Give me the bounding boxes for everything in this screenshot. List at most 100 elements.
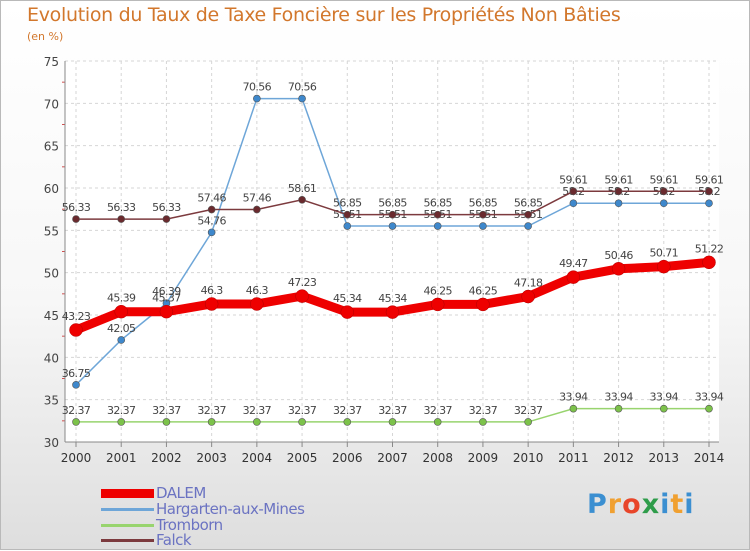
data-label: 57.46 bbox=[197, 192, 226, 205]
data-label: 47.23 bbox=[288, 276, 317, 289]
data-point bbox=[524, 222, 532, 230]
legend-label: DALEM bbox=[156, 484, 206, 502]
data-point bbox=[433, 418, 442, 426]
data-point bbox=[250, 297, 264, 311]
x-tick-label: 2008 bbox=[422, 451, 453, 465]
data-label: 56.85 bbox=[378, 197, 407, 210]
data-point bbox=[207, 205, 216, 214]
series-dalem: 43.23 45.39 45.37 46.3 46.3 47.23 45.34 45.34 46… bbox=[62, 242, 724, 337]
data-point bbox=[298, 418, 306, 426]
data-point bbox=[207, 228, 216, 237]
legend-label: Tromborn bbox=[156, 516, 223, 534]
data-label: 43.23 bbox=[62, 310, 91, 323]
data-label: 56.33 bbox=[62, 201, 91, 214]
data-point bbox=[253, 418, 261, 426]
x-tick-label: 2014 bbox=[694, 451, 725, 465]
data-label: 32.37 bbox=[469, 404, 498, 417]
data-point bbox=[476, 297, 490, 312]
legend-label: Hargarten-aux-Mines bbox=[156, 500, 305, 518]
data-point bbox=[433, 210, 442, 219]
data-label: 56.85 bbox=[469, 197, 498, 210]
data-label: 46.25 bbox=[423, 284, 452, 297]
x-tick-label: 2000 bbox=[61, 451, 92, 465]
data-label: 57.46 bbox=[243, 192, 272, 205]
data-label: 70.56 bbox=[243, 81, 272, 94]
chart-unit-label: (en %) bbox=[27, 30, 64, 43]
series-falck: 56.33 56.33 56.33 57.46 57.46 58.61 56.85 56.85… bbox=[62, 173, 724, 223]
logo-letter: i bbox=[660, 489, 671, 520]
data-point bbox=[388, 418, 397, 426]
data-label: 59.61 bbox=[650, 173, 679, 186]
data-point bbox=[298, 195, 306, 204]
data-label: 32.37 bbox=[62, 404, 91, 417]
data-label: 56.85 bbox=[514, 197, 543, 210]
data-point bbox=[479, 418, 487, 426]
data-point bbox=[159, 304, 174, 319]
data-label: 51.22 bbox=[695, 242, 724, 255]
data-point bbox=[614, 404, 623, 413]
data-point bbox=[162, 418, 171, 426]
data-label: 58.61 bbox=[288, 182, 317, 195]
data-point bbox=[614, 187, 623, 196]
data-label: 46.3 bbox=[201, 284, 224, 297]
data-point bbox=[385, 305, 400, 319]
y-tick-label: 40 bbox=[44, 351, 59, 365]
x-tick-label: 2004 bbox=[242, 451, 273, 465]
data-label: 32.37 bbox=[378, 404, 407, 417]
data-label: 56.33 bbox=[152, 201, 181, 214]
legend-swatch bbox=[101, 507, 154, 511]
y-tick-label: 55 bbox=[44, 224, 59, 238]
data-point bbox=[204, 297, 219, 311]
data-point bbox=[569, 199, 578, 208]
data-point bbox=[569, 187, 578, 196]
data-point bbox=[659, 199, 668, 208]
plot-area bbox=[65, 61, 719, 442]
x-tick-label: 2003 bbox=[196, 451, 227, 465]
data-point bbox=[521, 289, 535, 304]
y-tick-label: 70 bbox=[44, 97, 59, 111]
y-tick-label: 65 bbox=[44, 140, 59, 154]
data-label: 54.76 bbox=[197, 214, 226, 227]
data-point bbox=[69, 323, 83, 337]
data-label: 45.37 bbox=[152, 292, 181, 305]
x-tick-label: 2006 bbox=[332, 451, 363, 465]
data-point bbox=[343, 222, 352, 230]
legend-item-dalem: DALEM bbox=[101, 484, 206, 502]
data-point bbox=[117, 215, 126, 223]
data-label: 33.94 bbox=[650, 391, 679, 404]
data-label: 56.33 bbox=[107, 201, 136, 214]
y-tick-label: 50 bbox=[44, 267, 59, 281]
data-label: 59.61 bbox=[559, 173, 588, 186]
y-tick-label: 45 bbox=[44, 309, 59, 323]
x-tick-label: 2013 bbox=[649, 451, 680, 465]
data-point bbox=[614, 199, 623, 208]
data-point bbox=[72, 381, 80, 389]
logo-letter: i bbox=[684, 489, 695, 520]
data-label: 45.34 bbox=[378, 292, 407, 305]
data-label: 47.18 bbox=[514, 277, 543, 290]
data-point bbox=[657, 259, 671, 274]
data-label: 36.75 bbox=[62, 367, 91, 380]
y-tick-label: 30 bbox=[44, 436, 59, 450]
data-point bbox=[340, 305, 355, 319]
data-point bbox=[207, 418, 216, 426]
legend-item-falck: Falck bbox=[101, 531, 192, 549]
data-label: 32.37 bbox=[107, 404, 136, 417]
data-point bbox=[705, 404, 713, 413]
data-label: 32.37 bbox=[197, 404, 226, 417]
logo-letter: P bbox=[587, 489, 608, 520]
data-label: 32.37 bbox=[333, 404, 362, 417]
data-point bbox=[659, 187, 668, 196]
y-tick-label: 60 bbox=[44, 182, 59, 196]
data-point bbox=[343, 418, 352, 426]
data-label: 32.37 bbox=[288, 404, 317, 417]
data-point bbox=[524, 210, 532, 219]
x-tick-label: 2009 bbox=[468, 451, 499, 465]
legend-swatch bbox=[101, 488, 154, 498]
x-tick-label: 2005 bbox=[287, 451, 318, 465]
data-point bbox=[705, 199, 713, 208]
logo-letter: x bbox=[641, 489, 661, 520]
y-tick-label: 75 bbox=[44, 55, 59, 69]
data-label: 45.39 bbox=[107, 292, 136, 305]
